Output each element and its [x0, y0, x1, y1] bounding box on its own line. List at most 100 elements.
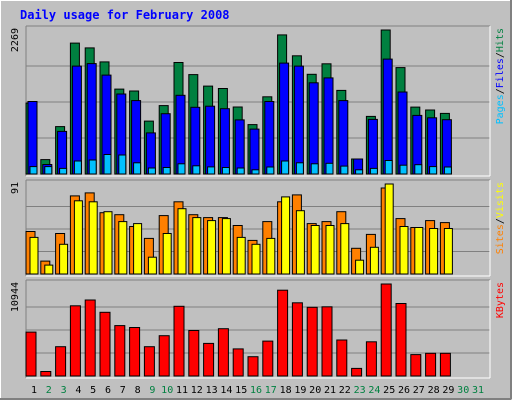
legend-separator: /: [495, 52, 506, 58]
x-tick-label: 28: [428, 385, 440, 396]
bar-files-4: [71, 65, 82, 175]
bar-files-20: [308, 82, 319, 175]
bar-files-16: [249, 128, 260, 175]
bar-sites-22: [340, 223, 350, 275]
bar-pages-29: [443, 166, 452, 175]
bar-kbytes-3: [55, 346, 67, 377]
bar-files-12: [190, 106, 201, 175]
bar-kbytes-9: [143, 346, 155, 377]
bar-pages-27: [414, 164, 423, 175]
bar-sites-2: [44, 264, 54, 275]
bar-kbytes-4: [69, 305, 81, 377]
bar-sites-12: [192, 217, 202, 275]
bar-pages-25: [384, 160, 393, 175]
bar-files-3: [57, 130, 68, 175]
bar-pages-5: [88, 159, 97, 175]
bar-sites-20: [310, 225, 320, 275]
bar-pages-8: [133, 162, 142, 175]
x-axis: 1 2 3 4 5 6 7 8 9 10 11 12 13 14 15 16 17 18 19 20 21 22 23 24 2…: [31, 385, 484, 396]
bar-files-28: [427, 117, 438, 175]
legend-entry-sites: Sites: [495, 224, 506, 254]
x-tick-label: 7: [120, 385, 126, 396]
max-value-label: 10944: [10, 282, 21, 312]
bar-pages-1: [29, 166, 38, 175]
bar-pages-18: [281, 160, 290, 175]
legend-entry-visits: Visits: [495, 182, 506, 218]
x-tick-label: 27: [413, 385, 425, 396]
bar-kbytes-23: [351, 367, 363, 377]
bar-files-13: [205, 105, 216, 175]
bar-sites-29: [443, 228, 453, 275]
bar-sites-21: [325, 225, 335, 275]
x-tick-label: 1: [31, 385, 37, 396]
bar-sites-5: [88, 201, 98, 275]
bar-sites-28: [429, 228, 439, 275]
x-tick-label: 29: [442, 385, 454, 396]
x-tick-label: 31: [472, 385, 484, 396]
bar-pages-13: [207, 166, 216, 175]
bar-sites-16: [251, 243, 261, 275]
bar-pages-19: [295, 162, 304, 175]
bar-kbytes-16: [247, 356, 259, 377]
bar-files-17: [264, 101, 275, 175]
bar-kbytes-13: [203, 342, 215, 377]
x-tick-label: 3: [61, 385, 67, 396]
bar-sites-1: [29, 236, 39, 275]
bar-sites-23: [355, 259, 365, 275]
bar-kbytes-10: [158, 335, 170, 377]
bar-kbytes-15: [232, 348, 244, 377]
max-value-label: 2269: [10, 28, 21, 52]
x-tick-label: 18: [280, 385, 292, 396]
legend-entry-files: Files: [495, 58, 506, 88]
bar-sites-14: [221, 218, 231, 275]
bar-kbytes-29: [439, 352, 451, 377]
bar-pages-26: [399, 164, 408, 175]
x-tick-label: 21: [324, 385, 336, 396]
bar-pages-11: [177, 163, 186, 175]
bar-kbytes-11: [173, 305, 185, 377]
bar-pages-15: [236, 167, 245, 175]
bar-pages-12: [192, 165, 201, 175]
bar-sites-13: [207, 220, 217, 275]
bar-sites-10: [162, 233, 172, 275]
bar-kbytes-14: [217, 328, 229, 377]
x-tick-label: 25: [383, 385, 395, 396]
bar-pages-10: [162, 167, 171, 175]
x-tick-label: 26: [398, 385, 410, 396]
bar-sites-24: [369, 246, 379, 275]
x-tick-label: 16: [250, 385, 262, 396]
panel-sites-visits: 91 Sites/Visits: [10, 179, 506, 277]
bar-pages-21: [325, 162, 334, 175]
bar-sites-4: [73, 200, 83, 275]
bar-files-22: [338, 100, 349, 175]
legend-entry-kbytes: KBytes: [495, 282, 506, 318]
bar-pages-23: [355, 169, 364, 175]
legend-entry-pages: Pages: [495, 94, 506, 124]
x-tick-label: 24: [368, 385, 380, 396]
bar-pages-16: [251, 169, 260, 175]
bar-files-10: [160, 113, 171, 175]
bar-kbytes-22: [336, 339, 348, 377]
legend-hits-files-pages: Pages/Files/Hits: [495, 28, 506, 124]
bar-files-14: [219, 108, 230, 175]
x-tick-label: 19: [294, 385, 306, 396]
legend-sites-visits: Sites/Visits: [495, 182, 506, 254]
bar-files-29: [441, 119, 452, 175]
bar-pages-9: [147, 167, 156, 175]
bar-kbytes-7: [114, 325, 126, 377]
x-tick-label: 2: [46, 385, 52, 396]
bar-kbytes-19: [291, 302, 303, 377]
x-tick-label: 13: [206, 385, 218, 396]
bar-sites-11: [177, 208, 187, 275]
max-value-label: 91: [10, 182, 21, 194]
chart-title: Daily usage for February 2008: [20, 8, 230, 22]
bar-kbytes-26: [395, 303, 407, 377]
bar-kbytes-8: [129, 327, 141, 377]
x-tick-label: 12: [191, 385, 203, 396]
bar-sites-26: [399, 226, 409, 275]
x-tick-label: 9: [149, 385, 155, 396]
bar-kbytes-25: [380, 283, 392, 377]
